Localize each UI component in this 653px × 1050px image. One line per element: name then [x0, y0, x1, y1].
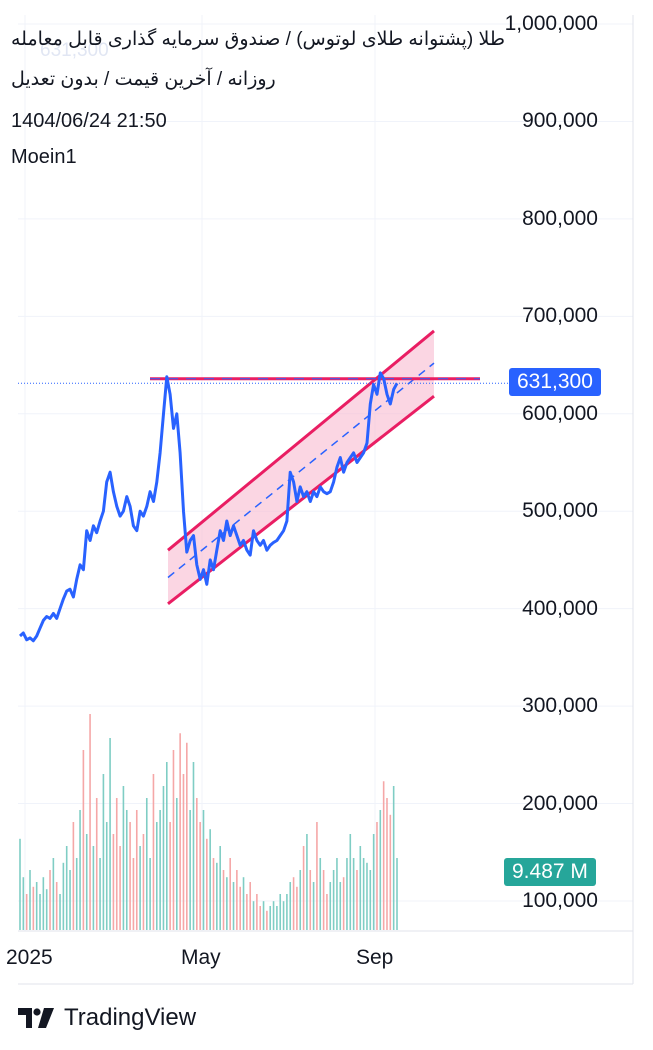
- brand-name: TradingView: [64, 1004, 197, 1031]
- last-price-badge: 631,300: [509, 368, 601, 396]
- volume-badge: 9.487 M: [504, 858, 596, 886]
- price-line: [18, 371, 399, 643]
- y-tick-label: 200,000: [522, 791, 598, 815]
- symbol-title: طلا (پشتوانه طلای لوتوس) / صندوق سرمایه …: [11, 29, 505, 50]
- y-tick-label: 400,000: [522, 596, 598, 620]
- x-tick-label: Sep: [356, 946, 394, 969]
- y-tick-label: 900,000: [522, 109, 598, 133]
- tradingview-logo-icon: [18, 1008, 54, 1028]
- chart-author: Moein1: [11, 146, 77, 168]
- x-tick-label: May: [181, 946, 221, 969]
- symbol-subtitle: روزانه / آخرین قیمت / بدون تعدیل: [11, 69, 276, 90]
- tradingview-brand[interactable]: TradingView: [18, 1004, 196, 1032]
- volume-bars: [19, 714, 398, 930]
- price-channel: [150, 329, 480, 605]
- x-tick-label: 2025: [6, 946, 53, 969]
- y-tick-label: 300,000: [522, 694, 598, 718]
- price-series: [18, 371, 508, 643]
- y-tick-label: 1,000,000: [504, 12, 598, 35]
- y-tick-label: 700,000: [522, 304, 598, 328]
- watermark-text: 631,300: [40, 40, 109, 62]
- channel-fill: [168, 330, 434, 604]
- watermark-price: 631,300: [40, 40, 109, 61]
- y-tick-label: 100,000: [522, 889, 598, 912]
- y-tick-label: 800,000: [522, 206, 598, 230]
- chart-grid: [18, 15, 633, 931]
- y-tick-label: 500,000: [522, 499, 598, 523]
- chart-datetime: 1404/06/24 21:50: [11, 110, 167, 132]
- channel-upper-line: [167, 329, 435, 552]
- y-tick-label: 600,000: [522, 401, 598, 425]
